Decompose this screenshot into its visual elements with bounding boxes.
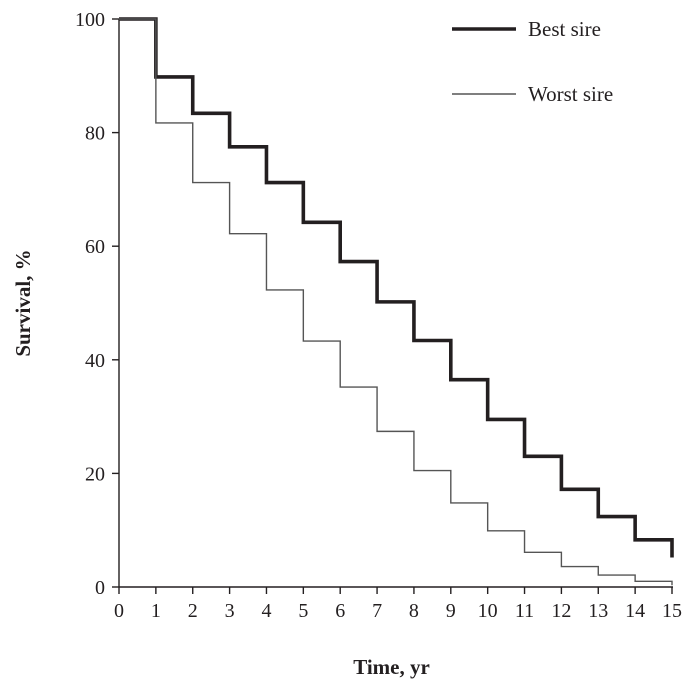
- x-tick-label: 11: [515, 600, 534, 622]
- y-tick-label: 20: [85, 463, 105, 485]
- y-ticks: 0 20 40 60 80 100: [75, 9, 119, 599]
- x-ticks: 0 1 2 3 4 5 6 7 8 9 10 11 12 13 14 15: [114, 587, 682, 622]
- y-tick-label: 80: [85, 123, 105, 145]
- x-tick-label: 13: [588, 600, 608, 622]
- x-tick-label: 14: [625, 600, 645, 622]
- y-tick-label: 60: [85, 236, 105, 258]
- x-tick-label: 5: [298, 600, 308, 622]
- series-layer: [118, 17, 674, 586]
- x-tick-label: 7: [372, 600, 382, 622]
- x-tick-label: 10: [478, 600, 498, 622]
- y-axis-title: Survival, %: [11, 249, 35, 356]
- y-tick-label: 40: [85, 350, 105, 372]
- x-axis-title: Time, yr: [353, 655, 430, 679]
- y-tick-label: 0: [95, 577, 105, 599]
- x-tick-label: 2: [188, 600, 198, 622]
- axes: [118, 19, 673, 588]
- x-tick-label: 12: [551, 600, 571, 622]
- x-tick-label: 0: [114, 600, 124, 622]
- x-tick-label: 15: [662, 600, 682, 622]
- legend-label: Best sire: [528, 17, 601, 41]
- series-line-worst-sire: [119, 18, 673, 586]
- y-tick-label: 100: [75, 9, 105, 31]
- x-tick-label: 8: [409, 600, 419, 622]
- legend: Best sire Worst sire: [452, 17, 613, 106]
- x-tick-label: 9: [446, 600, 456, 622]
- legend-label: Worst sire: [528, 82, 613, 106]
- series-line-best-sire: [119, 17, 674, 558]
- x-tick-label: 4: [261, 600, 271, 622]
- x-tick-label: 1: [151, 600, 161, 622]
- x-tick-label: 6: [335, 600, 345, 622]
- x-tick-label: 3: [225, 600, 235, 622]
